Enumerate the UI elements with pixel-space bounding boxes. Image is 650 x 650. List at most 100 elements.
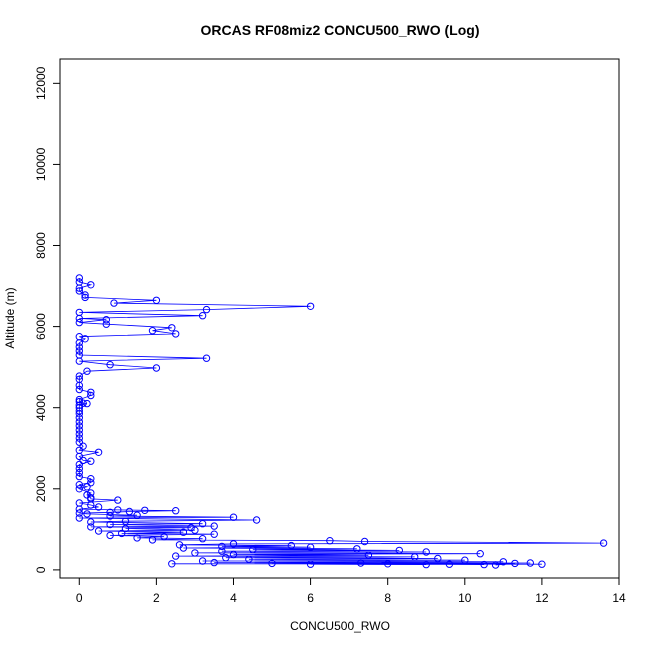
x-tick-label: 6 [307,591,314,605]
data-point [75,514,84,522]
data-point [252,516,261,524]
data-point [75,464,84,473]
data-point [75,284,84,292]
data-point [75,452,84,461]
data-point [75,347,84,355]
data-point [87,501,95,509]
data-point [202,305,211,314]
data-point [75,401,84,409]
data-point [461,556,469,564]
data-point [384,560,392,568]
data-point [229,540,238,548]
data-point [218,542,226,551]
x-tick-label: 0 [76,591,83,605]
data-point [445,560,454,568]
data-point [79,456,87,465]
data-point [526,559,534,567]
data-point [222,554,230,562]
x-tick-label: 14 [612,591,626,605]
data-point [249,545,257,554]
data-point [83,367,91,375]
data-point [87,518,95,526]
data-point [75,372,84,380]
data-point [357,559,365,567]
x-tick-label: 12 [535,591,549,605]
data-point [160,532,168,541]
data-point [198,520,207,528]
data-point [141,506,149,514]
data-point [87,475,95,483]
data-point [148,327,157,335]
data-point [87,388,95,396]
data-point [133,511,141,519]
data-point [75,468,84,477]
data-point [210,558,218,567]
data-point [81,291,89,299]
data-point [114,496,122,504]
data-point [83,399,91,408]
x-axis-label: CONCU500_RWO [290,619,390,633]
data-point [106,520,114,529]
data-point [75,505,84,513]
data-point [106,361,114,369]
data-point [75,434,84,442]
data-point [87,281,95,289]
data-point [172,507,180,515]
data-point [364,551,373,559]
data-point [287,541,295,550]
data-point [133,534,141,542]
data-point [148,536,157,544]
data-point [87,457,95,465]
data-point [395,546,403,555]
data-point [75,343,84,351]
data-point [75,274,84,282]
data-point [480,560,488,569]
y-tick-label: 4000 [34,394,48,421]
data-point [187,524,195,532]
data-point [198,535,207,543]
data-point [75,422,84,430]
data-point [75,460,84,469]
y-tick-label: 6000 [34,313,48,340]
y-axis: 0 2000 4000 6000 8000 10000 12000 [34,66,61,573]
data-point [87,391,95,400]
data-point [94,503,103,511]
data-point [75,410,84,418]
data-point [422,548,430,556]
data-point [268,559,276,568]
x-tick-label: 2 [153,591,160,605]
data-point [306,560,315,568]
y-tick-label: 12000 [34,66,48,100]
y-tick-label: 10000 [34,147,48,181]
data-point [75,430,84,438]
data-point [499,558,507,566]
data-point [218,547,226,555]
data-point [75,472,84,481]
data-point [94,448,103,456]
data-point [81,293,89,302]
data-point [168,560,176,568]
data-point [110,299,118,307]
data-point [87,479,95,487]
data-point [152,296,161,304]
data-point [75,314,84,323]
data-point [491,561,500,569]
data-point [360,537,369,546]
data-point [75,438,84,446]
data-point [102,320,111,328]
data-point [210,530,218,538]
series-line [77,278,604,566]
data-point [353,545,361,553]
data-point [168,324,176,332]
data-point [81,335,89,343]
data-point [599,539,608,547]
data-point [191,526,199,534]
data-point [121,517,130,525]
data-point [511,559,519,568]
data-point [75,381,84,390]
data-point [106,512,114,520]
data-point [75,509,84,517]
data-point [125,507,134,516]
data-point [75,407,84,415]
